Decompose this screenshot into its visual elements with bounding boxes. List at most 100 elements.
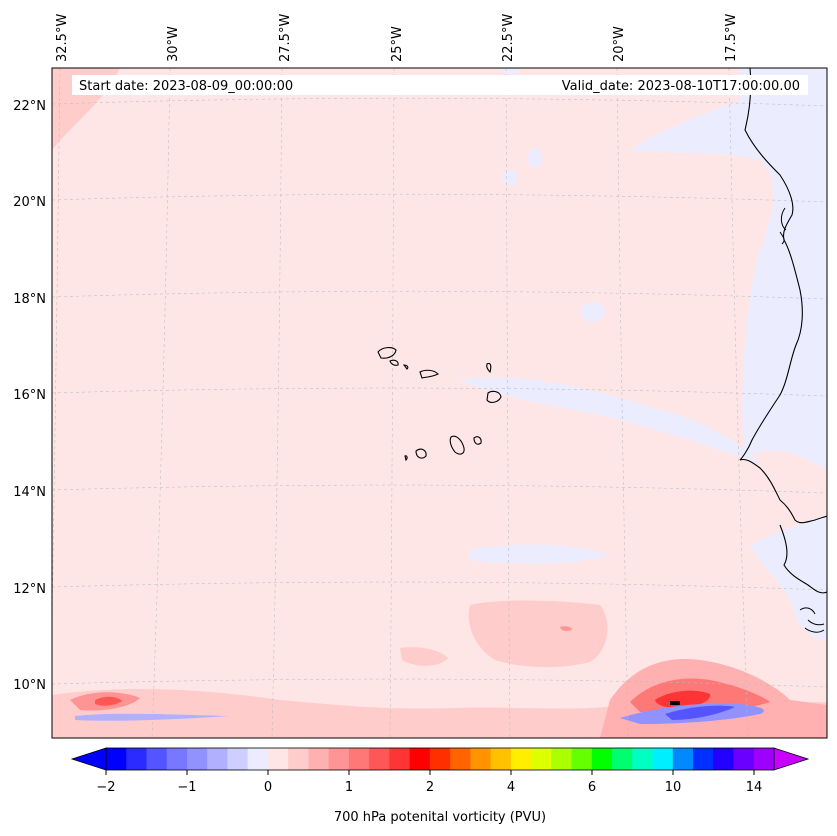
colorbar-extend-low <box>70 747 107 771</box>
island-santiago <box>449 435 465 455</box>
pv-contour-negative-blob-3 <box>528 148 542 168</box>
coastline-northwest-cape <box>779 207 787 245</box>
colorbar-cell <box>632 748 653 770</box>
colorbar-cell <box>753 748 775 770</box>
island-boa-vista <box>486 390 502 403</box>
pv-contour-south-band <box>468 600 608 668</box>
pv-contour-southeast-core <box>655 690 711 708</box>
graticule <box>52 68 827 738</box>
pv-contour-southwest-core <box>95 696 122 706</box>
lat-label: 16°N <box>13 388 46 403</box>
colorbar-cell <box>348 748 370 770</box>
start-date-label: Start date: 2023-08-09_00:00:00 <box>79 79 293 94</box>
colorbar-cell <box>612 748 633 770</box>
colorbar-cell <box>713 748 734 770</box>
pv-contour-negative-coast <box>750 515 827 640</box>
colorbar-tick-label: −1 <box>177 780 196 795</box>
colorbar-cell <box>429 748 451 770</box>
pv-contour-south-minor <box>560 626 572 631</box>
colorbar-tick-label: 4 <box>507 780 515 795</box>
colorbar-cell <box>369 748 390 770</box>
coastline-detail-islands <box>799 607 825 633</box>
colorbar-cell <box>531 748 552 770</box>
colorbar-tick-label: −2 <box>96 780 115 795</box>
island-brava <box>404 455 408 462</box>
lon-label: 32.5°W <box>55 14 70 62</box>
colorbar-cell <box>693 748 714 770</box>
colorbar-cell <box>247 748 269 770</box>
colorbar-tick-label: 2 <box>426 780 434 795</box>
pv-contour-negative-blob-4 <box>500 68 520 74</box>
island-maio <box>473 436 482 445</box>
colorbar-cell <box>288 748 309 770</box>
colorbar-ticks: −2 −1 0 1 2 4 6 10 14 <box>96 770 762 795</box>
colorbar-cells <box>106 748 775 770</box>
lat-label: 22°N <box>13 99 46 114</box>
black-pixel-marker <box>670 701 680 705</box>
island-sao-nicolau <box>419 369 439 379</box>
lat-label: 18°N <box>13 292 46 307</box>
pv-contour-negative-southeast-core <box>665 705 735 720</box>
valid-date-label: Valid_date: 2023-08-10T17:00:00.00 <box>562 79 800 94</box>
lat-label: 12°N <box>13 582 46 597</box>
colorbar-extend-high <box>773 747 810 771</box>
date-info-box <box>72 75 808 95</box>
colorbar-cell <box>227 748 249 770</box>
island-fogo <box>415 448 427 459</box>
colorbar-cell <box>186 748 208 770</box>
colorbar-cell <box>409 748 431 770</box>
lon-label: 22.5°W <box>501 14 516 62</box>
island-santo-antao <box>377 347 397 359</box>
lon-label: 25°W <box>390 26 405 62</box>
pv-field-background <box>52 68 827 738</box>
colorbar-cell <box>106 748 127 770</box>
colorbar-cell <box>389 748 411 770</box>
colorbar-cell <box>672 748 694 770</box>
lon-label: 20°W <box>612 26 627 62</box>
colorbar-cell <box>450 748 471 770</box>
lon-label: 27.5°W <box>278 14 293 62</box>
colorbar-label: 700 hPa potenital vorticity (PVU) <box>334 810 546 825</box>
island-sal <box>486 362 492 374</box>
map-panel <box>52 68 827 738</box>
colorbar-cell <box>652 748 674 770</box>
pv-contour-negative-strip-south <box>470 544 610 564</box>
colorbar-cell <box>328 748 350 770</box>
pv-contour-negative-band <box>460 377 760 465</box>
colorbar-cell <box>207 748 228 770</box>
lat-label: 14°N <box>13 485 46 500</box>
lon-label: 17.5°W <box>724 14 739 62</box>
colorbar-cell <box>551 748 572 770</box>
colorbar-tick-label: 0 <box>264 780 272 795</box>
colorbar-tick-label: 1 <box>345 780 353 795</box>
lat-label: 10°N <box>13 678 46 693</box>
africa-coastline <box>739 68 827 524</box>
map-frame <box>51 67 828 739</box>
cape-verde-islands <box>377 347 502 462</box>
colorbar-tick-label: 10 <box>665 780 682 795</box>
colorbar-cell <box>166 748 188 770</box>
pv-contour-negative-blob-2 <box>502 170 518 186</box>
colorbar: −2 −1 0 1 2 4 6 10 14 700 hPa potenital … <box>70 747 810 825</box>
colorbar-cell <box>490 748 512 770</box>
colorbar-frame <box>105 747 775 771</box>
colorbar-cell <box>470 748 491 770</box>
pv-contour-south-small <box>400 647 448 666</box>
colorbar-cell <box>126 748 147 770</box>
colorbar-cell <box>308 748 330 770</box>
colorbar-cell <box>733 748 755 770</box>
colorbar-cell <box>591 748 613 770</box>
lat-label: 20°N <box>13 195 46 210</box>
lat-labels: 22°N 20°N 18°N 16°N 14°N 12°N 10°N <box>13 99 46 693</box>
colorbar-cell <box>510 748 532 770</box>
island-santa-luzia <box>402 364 409 370</box>
coastline-detail-south <box>779 524 827 594</box>
pv-contour-negative-blob-1 <box>581 302 605 322</box>
island-sao-vicente <box>389 359 399 366</box>
lon-labels: 32.5°W 30°W 27.5°W 25°W 22.5°W 20°W 17.5… <box>55 14 739 62</box>
pv-contour-negative-east <box>630 68 827 470</box>
colorbar-cell <box>571 748 593 770</box>
colorbar-cell <box>146 748 168 770</box>
colorbar-tick-label: 14 <box>746 780 763 795</box>
